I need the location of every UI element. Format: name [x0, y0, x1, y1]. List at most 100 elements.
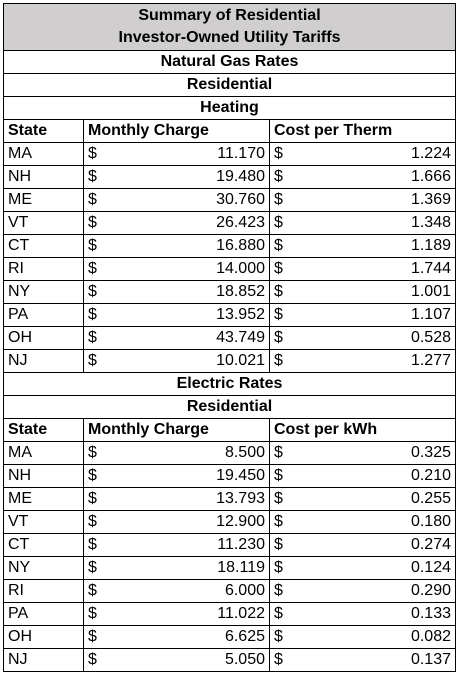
column-header: Cost per kWh	[269, 418, 456, 442]
value-cell: $0.290	[269, 579, 456, 603]
table-row: NY $18.119 $0.124	[3, 556, 456, 580]
value-wrap: $1.001	[274, 282, 451, 303]
value: 1.277	[410, 352, 451, 369]
tariff-summary: Summary of Residential Investor-Owned Uti…	[3, 3, 456, 672]
state-cell: OH	[3, 326, 84, 350]
value: 0.255	[410, 490, 451, 507]
currency-sign: $	[88, 237, 97, 254]
value-wrap: $1.107	[274, 305, 451, 326]
value-wrap: $19.480	[88, 167, 265, 188]
value-cell: $10.021	[83, 349, 270, 373]
currency-sign: $	[274, 283, 283, 300]
state-cell: NY	[3, 556, 84, 580]
section-heading: Natural Gas Rates	[3, 50, 456, 74]
value-cell: $11.230	[83, 533, 270, 557]
table-row: OH $6.625 $0.082	[3, 625, 456, 649]
value: 11.022	[217, 605, 265, 622]
state-cell: ME	[3, 487, 84, 511]
table-row: Summary of Residential Investor-Owned Uti…	[3, 3, 456, 51]
value-wrap: $0.290	[274, 581, 451, 602]
table-row: MA $11.170 $1.224	[3, 142, 456, 166]
value: 6.000	[224, 582, 265, 599]
table-row: NH $19.450 $0.210	[3, 464, 456, 488]
value: 13.793	[216, 490, 265, 507]
value-cell: $0.210	[269, 464, 456, 488]
value-wrap: $0.210	[274, 466, 451, 487]
value-wrap: $13.952	[88, 305, 265, 326]
value-wrap: $0.124	[274, 558, 451, 579]
state-cell: PA	[3, 303, 84, 327]
value-cell: $1.369	[269, 188, 456, 212]
currency-sign: $	[88, 214, 97, 231]
state-cell: NH	[3, 165, 84, 189]
value-wrap: $0.137	[274, 650, 451, 671]
sub-heading: Heating	[3, 96, 456, 120]
value-cell: $30.760	[83, 188, 270, 212]
value-wrap: $0.255	[274, 489, 451, 510]
column-header: Monthly Charge	[83, 418, 270, 442]
table-row: VT $26.423 $1.348	[3, 211, 456, 235]
currency-sign: $	[88, 559, 97, 576]
currency-sign: $	[88, 444, 97, 461]
table-row: NJ $10.021 $1.277	[3, 349, 456, 373]
value-cell: $0.528	[269, 326, 456, 350]
state-cell: CT	[3, 533, 84, 557]
value-wrap: $1.224	[274, 144, 451, 165]
table-row: ME $13.793 $0.255	[3, 487, 456, 511]
state-cell: MA	[3, 142, 84, 166]
value-cell: $0.133	[269, 602, 456, 626]
value-wrap: $18.119	[88, 558, 265, 579]
currency-sign: $	[274, 191, 283, 208]
value: 0.124	[410, 559, 451, 576]
value-cell: $11.170	[83, 142, 270, 166]
value-cell: $0.124	[269, 556, 456, 580]
value: 6.625	[224, 628, 265, 645]
state-cell: NY	[3, 280, 84, 304]
currency-sign: $	[88, 582, 97, 599]
value-cell: $16.880	[83, 234, 270, 258]
table-body: Summary of Residential Investor-Owned Uti…	[3, 3, 456, 672]
currency-sign: $	[274, 214, 283, 231]
table-row: PA $11.022 $0.133	[3, 602, 456, 626]
value: 1.107	[410, 306, 451, 323]
table-row: VT $12.900 $0.180	[3, 510, 456, 534]
value-cell: $1.277	[269, 349, 456, 373]
value-cell: $0.180	[269, 510, 456, 534]
state-cell: CT	[3, 234, 84, 258]
table-row: NJ $5.050 $0.137	[3, 648, 456, 672]
value-cell: $0.255	[269, 487, 456, 511]
table-row: Natural Gas Rates	[3, 50, 456, 74]
value: 30.760	[216, 191, 265, 208]
state-cell: RI	[3, 257, 84, 281]
value-wrap: $16.880	[88, 236, 265, 257]
title-line: Summary of Residential	[138, 7, 321, 24]
value-cell: $18.852	[83, 280, 270, 304]
currency-sign: $	[88, 513, 97, 530]
value-cell: $1.744	[269, 257, 456, 281]
value-cell: $43.749	[83, 326, 270, 350]
currency-sign: $	[274, 260, 283, 277]
currency-sign: $	[88, 651, 97, 668]
value: 0.137	[410, 651, 451, 668]
value: 0.133	[410, 605, 451, 622]
state-cell: RI	[3, 579, 84, 603]
state-cell: NJ	[3, 648, 84, 672]
value-cell: $13.793	[83, 487, 270, 511]
value: 0.290	[410, 582, 451, 599]
value-wrap: $1.348	[274, 213, 451, 234]
currency-sign: $	[274, 352, 283, 369]
value-wrap: $12.900	[88, 512, 265, 533]
table-row: State Monthly Charge Cost per kWh	[3, 418, 456, 442]
value-cell: $19.450	[83, 464, 270, 488]
currency-sign: $	[274, 306, 283, 323]
value: 10.021	[216, 352, 265, 369]
title-line: Investor-Owned Utility Tariffs	[118, 29, 341, 46]
value-wrap: $30.760	[88, 190, 265, 211]
value-wrap: $13.793	[88, 489, 265, 510]
value-wrap: $18.852	[88, 282, 265, 303]
value-cell: $0.082	[269, 625, 456, 649]
currency-sign: $	[274, 605, 283, 622]
value: 0.325	[410, 444, 451, 461]
currency-sign: $	[88, 605, 97, 622]
currency-sign: $	[88, 329, 97, 346]
